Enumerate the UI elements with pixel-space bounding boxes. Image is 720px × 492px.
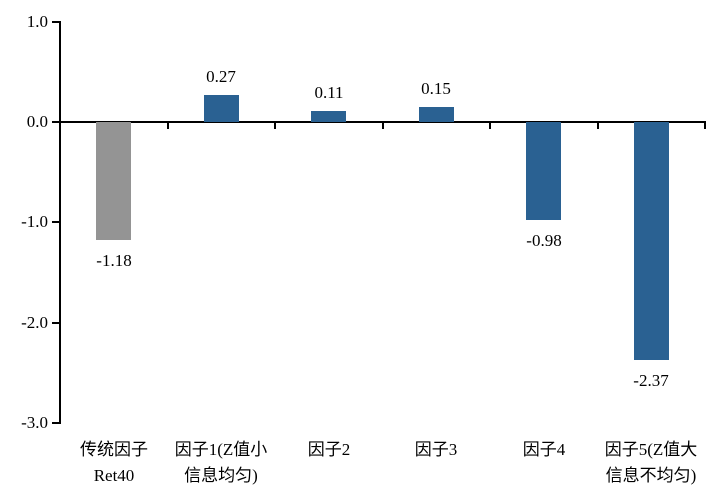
x-axis-category-label-line: 信息均匀) bbox=[184, 466, 258, 485]
x-axis-category-label-line: Ret40 bbox=[93, 466, 135, 485]
x-axis-category-label-line: 传统因子 bbox=[80, 440, 148, 459]
x-axis-category-label-line: 因子1(Z值小 bbox=[174, 440, 268, 459]
x-axis-category-label: 传统因子 Ret40 bbox=[44, 437, 184, 489]
y-axis-tick bbox=[52, 21, 60, 23]
x-axis-category-label: 因子2 bbox=[259, 437, 399, 463]
x-axis-category-label: 因子1(Z值小 信息均匀) bbox=[151, 437, 291, 489]
bar bbox=[96, 122, 131, 240]
y-axis-line bbox=[59, 21, 61, 424]
x-axis-tick bbox=[167, 122, 169, 129]
y-axis-tick-label: -1.0 bbox=[21, 212, 48, 231]
x-axis-tick bbox=[382, 122, 384, 129]
x-axis-tick bbox=[274, 122, 276, 129]
y-axis-tick bbox=[52, 121, 60, 123]
bar bbox=[419, 107, 454, 122]
bar-value-label: 0.15 bbox=[421, 79, 451, 98]
x-axis-tick bbox=[704, 122, 706, 129]
x-axis-category-label: 因子5(Z值大 信息不均匀) bbox=[581, 437, 720, 489]
bar-value-label: 0.27 bbox=[206, 67, 236, 86]
bar bbox=[526, 122, 561, 220]
x-axis-category-label-line: 因子2 bbox=[307, 440, 351, 459]
y-axis-tick bbox=[52, 221, 60, 223]
bar-value-label: -0.98 bbox=[526, 231, 562, 250]
x-axis-category-label-line: 信息不均匀) bbox=[605, 466, 697, 485]
bar-value-label: -1.18 bbox=[96, 251, 132, 270]
x-axis-category-label: 因子3 bbox=[366, 437, 506, 463]
bar-value-label: 0.11 bbox=[314, 83, 344, 102]
x-axis-tick bbox=[597, 122, 599, 129]
y-axis-tick-label: 1.0 bbox=[26, 12, 48, 31]
x-axis-category-label-line: 因子5(Z值大 bbox=[604, 440, 698, 459]
bar bbox=[204, 95, 239, 122]
x-axis-category-label-line: 因子3 bbox=[414, 440, 458, 459]
bar bbox=[311, 111, 346, 122]
y-axis-tick bbox=[52, 422, 60, 424]
y-axis-tick-label: -3.0 bbox=[21, 413, 48, 432]
bar bbox=[634, 122, 669, 360]
y-axis-tick-label: -2.0 bbox=[21, 313, 48, 332]
bar-value-label: -2.37 bbox=[633, 371, 669, 390]
x-axis-category-label-line: 因子4 bbox=[522, 440, 566, 459]
x-axis-tick bbox=[489, 122, 491, 129]
x-axis-category-label: 因子4 bbox=[474, 437, 614, 463]
y-axis-tick-label: 0.0 bbox=[26, 112, 48, 131]
y-axis-tick bbox=[52, 322, 60, 324]
